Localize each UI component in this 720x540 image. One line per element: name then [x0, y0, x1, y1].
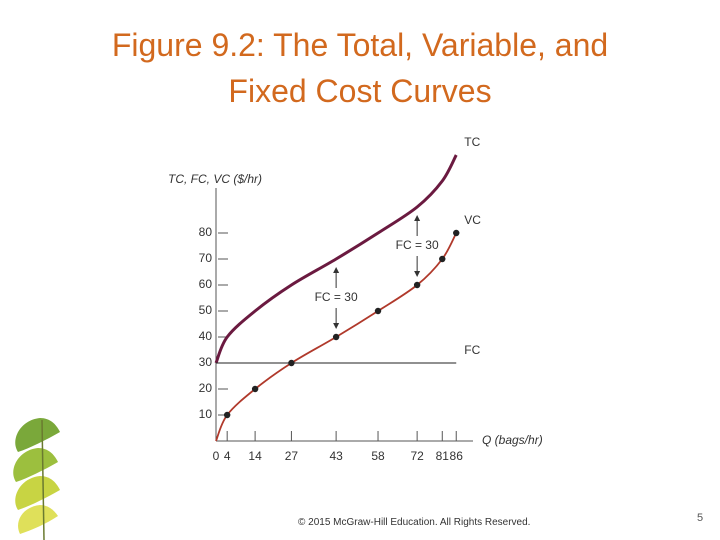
x-tick-label: 27 — [285, 449, 299, 463]
footer: © 2015 McGraw-Hill Education. All Rights… — [298, 517, 531, 528]
slide-title: Figure 9.2: The Total, Variable, and Fix… — [111, 27, 609, 109]
y-tick-label: 20 — [199, 381, 213, 395]
series-label: TC — [464, 135, 480, 149]
data-point — [374, 307, 382, 315]
y-axis-label: TC, FC, VC ($/hr) — [168, 172, 262, 186]
y-tick-label: 80 — [199, 225, 213, 239]
y-tick-label: 30 — [199, 355, 213, 369]
arrow-head — [333, 323, 340, 329]
x-tick-label: 0 — [213, 449, 220, 463]
data-point — [332, 333, 340, 341]
data-point — [251, 385, 259, 393]
x-tick-label: 4 — [224, 449, 231, 463]
x-tick-label: 86 — [450, 449, 464, 463]
data-point — [439, 255, 446, 263]
x-axis-label: Q (bags/hr) — [482, 433, 543, 447]
arrow-head — [414, 271, 421, 277]
x-tick-label: 58 — [371, 449, 385, 463]
series-line — [214, 154, 458, 364]
annotation: FC = 30 — [396, 238, 439, 252]
x-tick-label: 81 — [436, 449, 450, 463]
series-label: VC — [464, 213, 481, 227]
x-tick-label: 14 — [248, 449, 262, 463]
y-tick-label: 70 — [199, 251, 213, 265]
data-point — [413, 281, 421, 289]
annotation: FC = 30 — [315, 290, 358, 304]
arrow-head — [414, 215, 421, 221]
y-tick-label: 40 — [199, 329, 213, 343]
data-point — [223, 411, 231, 419]
x-tick-label: 43 — [329, 449, 343, 463]
data-point — [453, 229, 460, 237]
y-tick-label: 60 — [199, 277, 213, 291]
series-label: FC — [464, 343, 480, 357]
leaf-decoration — [13, 418, 61, 540]
y-tick-label: 10 — [199, 407, 213, 421]
x-tick-label: 72 — [410, 449, 424, 463]
arrow-head — [333, 267, 340, 273]
y-tick-label: 50 — [199, 303, 213, 317]
page-number: 5 — [697, 512, 704, 524]
